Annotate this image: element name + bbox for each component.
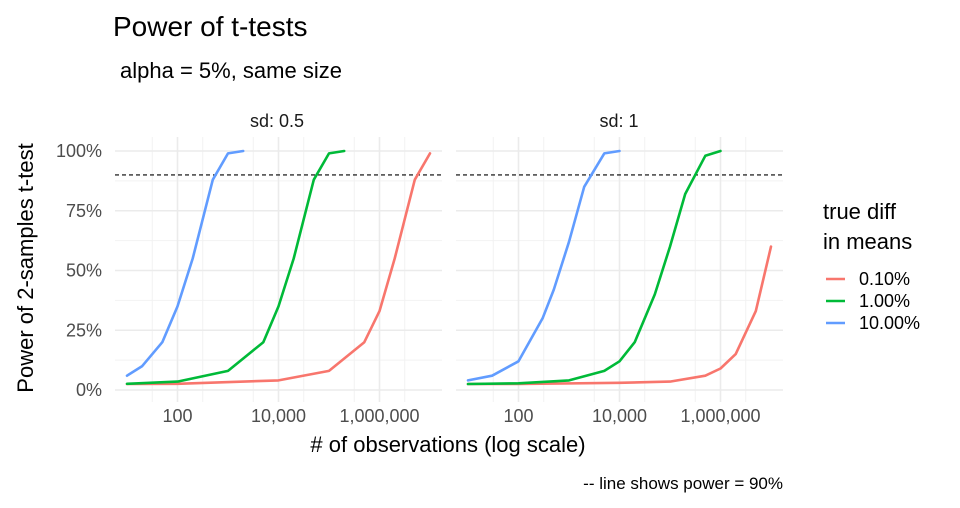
legend-label: 10.00% xyxy=(859,313,920,333)
legend-label: 1.00% xyxy=(859,291,910,311)
legend-label: 0.10% xyxy=(859,269,910,289)
x-tick-label: 100 xyxy=(503,406,533,426)
y-tick-label: 75% xyxy=(66,201,102,221)
x-tick-label: 10,000 xyxy=(251,406,306,426)
legend-entries: 0.10%1.00%10.00% xyxy=(826,269,920,333)
legend-title-line-2: in means xyxy=(823,229,912,254)
chart-title: Power of t-tests xyxy=(113,11,308,42)
series-line-10-00-pct xyxy=(125,149,245,378)
series-line-10-00-pct xyxy=(466,149,621,382)
legend-title-line-1: true diff xyxy=(823,199,897,224)
x-axis-title: # of observations (log scale) xyxy=(310,432,585,457)
series-line-1-00-pct xyxy=(125,149,346,386)
series-line-1-00-pct xyxy=(466,149,722,386)
y-tick-label: 50% xyxy=(66,261,102,281)
chart-subtitle: alpha = 5%, same size xyxy=(120,58,342,83)
strip-label-sd-0-5: sd: 0.5 xyxy=(250,111,304,131)
strip-label-sd-1: sd: 1 xyxy=(599,111,638,131)
x-tick-label: 10,000 xyxy=(592,406,647,426)
y-tick-label: 0% xyxy=(76,380,102,400)
series-line-0-10-pct xyxy=(125,152,432,386)
y-tick-label: 100% xyxy=(56,141,102,161)
series-line-0-10-pct xyxy=(466,245,773,386)
y-tick-label: 25% xyxy=(66,320,102,340)
x-tick-label: 100 xyxy=(162,406,192,426)
x-tick-label: 1,000,000 xyxy=(339,406,419,426)
x-axis-ticks: 100 10,000 1,000,000 100 10,000 1,000,000 xyxy=(162,406,760,426)
x-tick-label: 1,000,000 xyxy=(680,406,760,426)
panel-sd-1 xyxy=(456,137,783,402)
y-axis-title: Power of 2-samples t-test xyxy=(13,143,38,392)
caption: -- line shows power = 90% xyxy=(583,474,783,493)
panel-sd-0-5 xyxy=(115,137,442,402)
legend: true diff in means 0.10%1.00%10.00% xyxy=(823,199,920,333)
y-axis-ticks: 0% 25% 50% 75% 100% xyxy=(56,141,102,400)
